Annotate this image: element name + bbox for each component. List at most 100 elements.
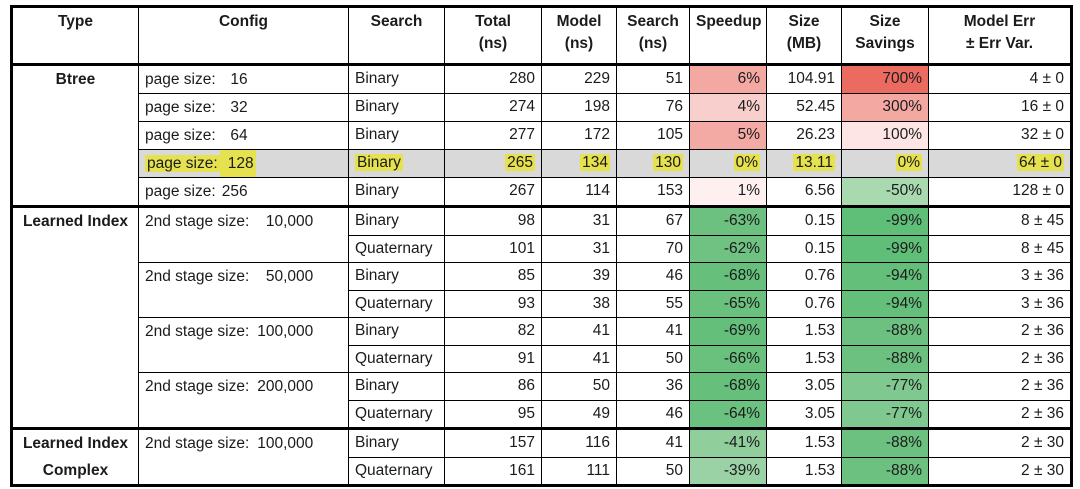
cell-text: Binary: [355, 377, 399, 394]
table-row: page size: 32 Binary 274 198 76 4% 52.45 300% 16 …: [12, 93, 1072, 122]
type-cell: Learned Index: [11, 205, 139, 429]
cell-text: -62%: [723, 239, 760, 257]
total-ns-cell: 157: [444, 427, 542, 458]
cell-text: 172: [584, 126, 610, 144]
search-method-cell: Binary: [348, 262, 445, 291]
model-err-cell: 2 ± 30: [928, 427, 1072, 458]
table-row: Btree page size: 16 Binary 280 229 51 6% 104.91 7…: [11, 63, 1072, 207]
speedup-cell: 4%: [689, 93, 767, 122]
model-ns-cell: 41: [541, 317, 617, 346]
cell-text: -88%: [885, 322, 922, 339]
cell-text: -50%: [885, 182, 922, 200]
cell-text: 2nd stage size:: [145, 378, 250, 395]
cell-text: 2 ± 36: [1021, 377, 1064, 394]
header-row: Type Config Search Total (ns) Model (ns) S…: [11, 6, 1072, 66]
model-err-cell: 16 ± 0: [928, 93, 1072, 122]
header-line: Model: [556, 13, 602, 30]
cell-text: 153: [657, 182, 683, 200]
header-line: Model Err: [963, 13, 1036, 30]
size-mb-cell: 52.45: [766, 93, 842, 122]
search-method-cell: Quaternary: [348, 289, 445, 318]
search-ns-cell: 51: [616, 63, 690, 94]
cell-text: 49: [592, 404, 610, 422]
cell-text: 274: [509, 98, 535, 116]
cell-text: 50: [592, 377, 610, 394]
header-line: Search: [370, 13, 423, 30]
size-savings-cell: 700%: [841, 63, 929, 94]
cell-text: 3 ± 36: [1021, 267, 1064, 284]
cell-text: 3.05: [804, 377, 835, 394]
table-header: Type Config Search Total (ns) Model (ns) S…: [11, 6, 1072, 66]
cell-text: 76: [665, 98, 683, 116]
col-header-search: Search: [348, 6, 445, 66]
cell-text: 0.15: [804, 239, 835, 257]
size-savings-cell: -99%: [841, 205, 929, 236]
cell-text: page size:: [145, 155, 220, 172]
model-ns-cell: 49: [541, 399, 617, 429]
cell-text: 114: [585, 182, 610, 200]
size-savings-cell: 100%: [841, 121, 929, 150]
table-row: Quaternary 91 41 50 -66% 1.53 -88% 2 ± 36: [12, 344, 1072, 373]
header-line: Size: [788, 13, 820, 30]
header-line: (ns): [478, 35, 508, 52]
cell-text: 13.11: [793, 154, 835, 172]
speedup-cell: 0%: [689, 149, 767, 178]
cell-text: Binary: [355, 154, 403, 172]
cell-text: 1.53: [804, 461, 835, 479]
model-ns-cell: 41: [541, 344, 617, 373]
model-ns-cell: 172: [541, 121, 617, 150]
size-savings-cell: -99%: [841, 234, 929, 263]
cell-text: 3.05: [804, 404, 835, 422]
cell-text: Binary: [355, 98, 399, 116]
cell-text: 2nd stage size:: [145, 435, 250, 452]
cell-text: 200,000: [257, 378, 314, 395]
model-err-cell: 128 ± 0: [928, 177, 1072, 207]
cell-text: 31: [592, 239, 610, 257]
cell-text: 6.56: [804, 182, 835, 200]
table-row: page size: 256 Binary 267 114 153 1% 6.56 -50% 12…: [12, 177, 1072, 207]
header-line: (ns): [638, 35, 668, 52]
cell-text: 95: [517, 404, 535, 422]
size-mb-cell: 1.53: [766, 344, 842, 373]
cell-text: -63%: [723, 212, 760, 229]
cell-text: 104.91: [787, 70, 835, 88]
type-line: Btree: [55, 71, 96, 88]
size-savings-cell: -88%: [841, 427, 929, 458]
cell-text: 0.76: [804, 294, 835, 312]
cell-text: 116: [585, 434, 610, 451]
cell-text: 300%: [882, 98, 922, 116]
speedup-cell: -62%: [689, 234, 767, 263]
cell-text: 64: [230, 127, 248, 144]
cell-text: 2nd stage size:: [145, 268, 250, 285]
model-ns-cell: 39: [541, 262, 617, 291]
header-line: Type: [57, 13, 94, 30]
size-savings-cell: -88%: [841, 317, 929, 346]
cell-text: Binary: [355, 434, 399, 451]
model-ns-cell: 111: [541, 456, 617, 486]
cell-text: -68%: [723, 267, 760, 284]
cell-text: 36: [665, 377, 683, 394]
total-ns-cell: 161: [444, 456, 542, 486]
total-ns-cell: 82: [444, 317, 542, 346]
search-ns-cell: 153: [616, 177, 690, 207]
size-savings-cell: 0%: [841, 149, 929, 178]
search-ns-cell: 41: [616, 427, 690, 458]
search-ns-cell: 50: [616, 344, 690, 373]
cell-text: 82: [517, 322, 535, 339]
search-ns-cell: 67: [616, 205, 690, 236]
type-cell: Btree: [11, 63, 139, 207]
size-savings-cell: 300%: [841, 93, 929, 122]
size-mb-cell: 3.05: [766, 372, 842, 401]
cell-text: page size:: [145, 71, 216, 88]
speedup-cell: -63%: [689, 205, 767, 236]
cell-text: 32: [230, 99, 248, 116]
cell-text: 277: [509, 126, 535, 144]
cell-text: page size:: [145, 127, 216, 144]
cell-text: Binary: [355, 126, 399, 144]
table-body: Btree page size: 16 Binary 280 229 51 6% 104.91 7…: [11, 63, 1072, 486]
search-method-cell: Binary: [348, 372, 445, 401]
cell-text: 51: [665, 70, 683, 88]
model-err-cell: 4 ± 0: [928, 63, 1072, 94]
search-method-cell: Binary: [348, 427, 445, 458]
config-cell: 2nd stage size: 100,000: [138, 317, 349, 373]
